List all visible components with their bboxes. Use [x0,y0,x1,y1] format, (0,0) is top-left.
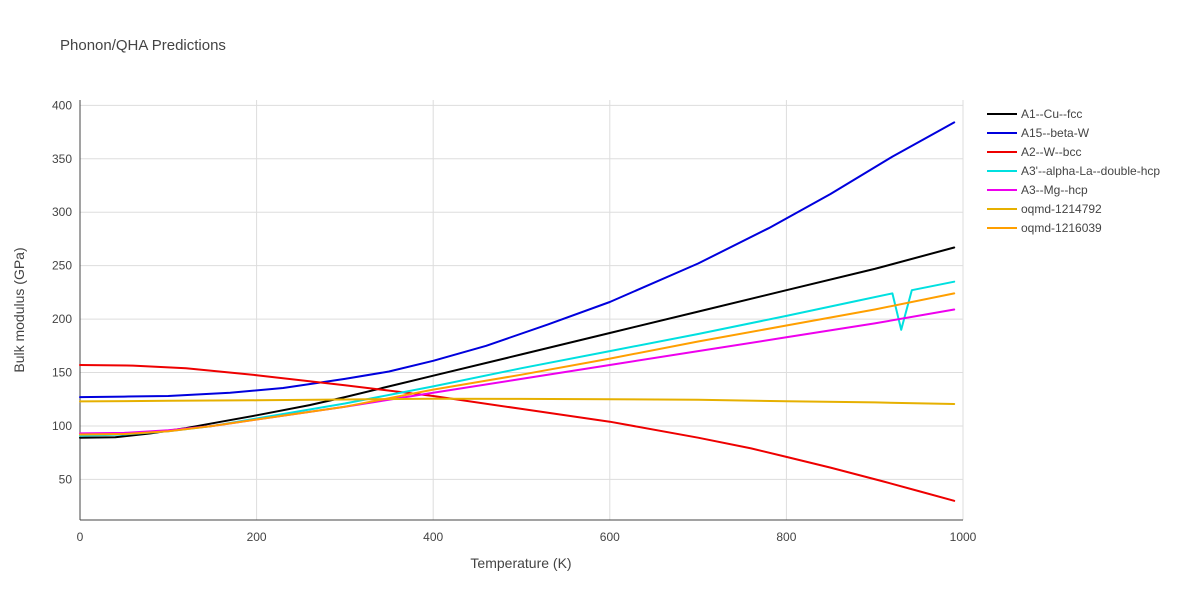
series-line-2[interactable] [79,364,956,502]
axes: 0 200 400 600 800 1000 50 100 150 200 250 300 350 400 [52,98,977,544]
y-tick-label: 250 [52,259,72,273]
legend-item[interactable]: A3'--alpha-La--double-hcp [987,164,1160,178]
legend-item[interactable]: oqmd-1216039 [987,221,1102,235]
series-line-1[interactable] [79,121,956,399]
x-tick-label: 200 [247,530,267,544]
series-line-3[interactable] [79,280,956,437]
x-tick-label: 800 [776,530,796,544]
grid-lines [80,100,964,520]
legend[interactable]: A1--Cu--fcc A15--beta-W A2--W--bcc A3'--alp… [987,107,1160,235]
legend-item[interactable]: A2--W--bcc [987,145,1081,159]
legend-label: A15--beta-W [1021,126,1090,140]
series-lines [79,121,956,502]
y-tick-label: 300 [52,205,72,219]
legend-label: oqmd-1214792 [1021,202,1102,216]
y-tick-label: 100 [52,419,72,433]
x-tick-label: 1000 [950,530,977,544]
x-tick-label: 600 [600,530,620,544]
y-tick-label: 200 [52,312,72,326]
legend-item[interactable]: A15--beta-W [987,126,1090,140]
legend-item[interactable]: A3--Mg--hcp [987,183,1088,197]
y-axis-title: Bulk modulus (GPa) [11,247,27,372]
series-line-6[interactable] [79,292,956,436]
legend-label: A2--W--bcc [1021,145,1081,159]
legend-label: A3'--alpha-La--double-hcp [1021,164,1160,178]
y-tick-label: 150 [52,366,72,380]
series-line-5[interactable] [79,397,956,405]
legend-label: oqmd-1216039 [1021,221,1102,235]
y-tick-label: 400 [52,98,72,112]
chart-title: Phonon/QHA Predictions [60,37,226,54]
x-tick-label: 400 [423,530,443,544]
legend-label: A1--Cu--fcc [1021,107,1082,121]
legend-item[interactable]: oqmd-1214792 [987,202,1102,216]
series-line-4[interactable] [79,308,956,435]
y-tick-label: 50 [59,472,73,486]
y-tick-label: 350 [52,152,72,166]
legend-item[interactable]: A1--Cu--fcc [987,107,1082,121]
legend-label: A3--Mg--hcp [1021,183,1088,197]
x-tick-label: 0 [77,530,84,544]
x-axis-title: Temperature (K) [470,555,571,571]
